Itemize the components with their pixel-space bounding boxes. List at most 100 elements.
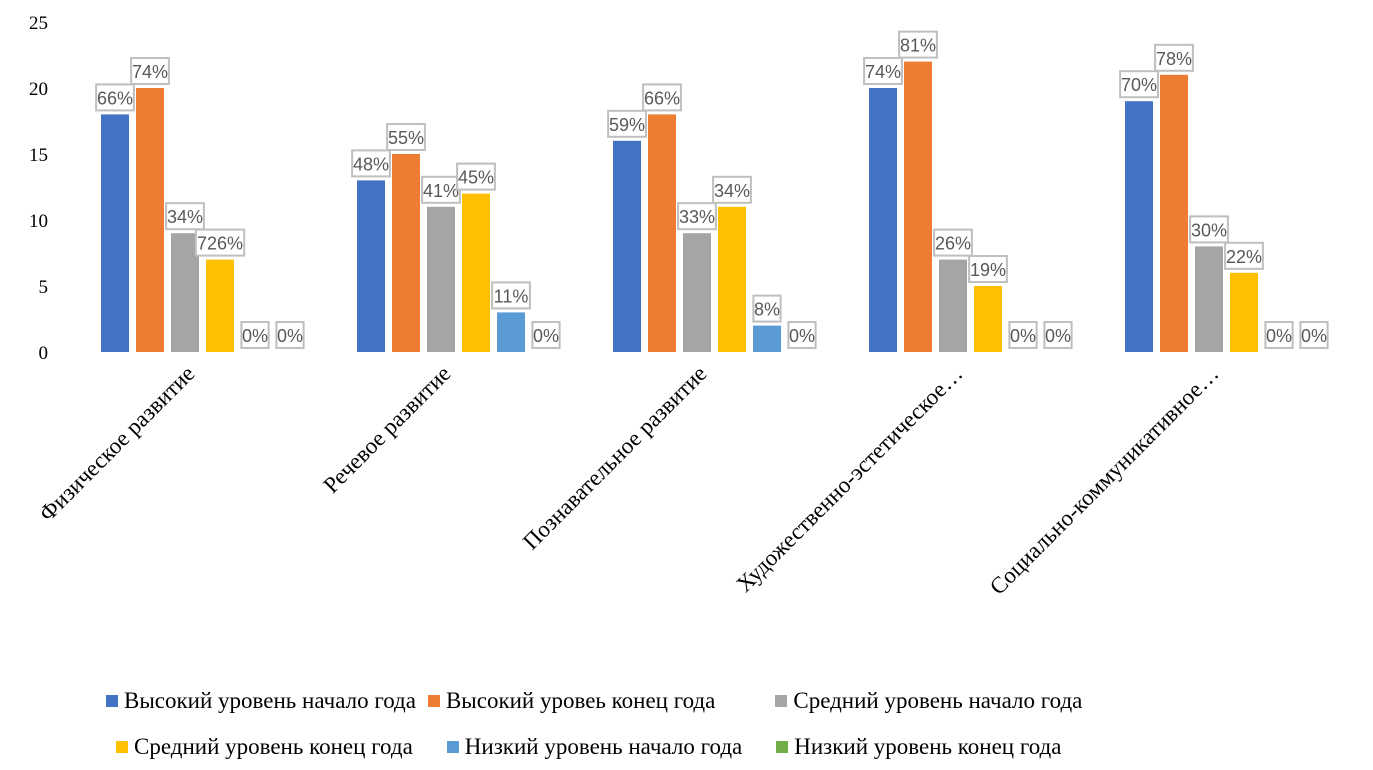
data-label-text: 41% <box>423 181 459 201</box>
bar <box>869 88 897 352</box>
data-label-text: 34% <box>714 181 750 201</box>
data-label: 78% <box>1154 43 1194 72</box>
bar <box>683 233 711 352</box>
data-label: 34% <box>712 175 752 204</box>
legend-row-2: Средний уровень конец года Низкий уровен… <box>0 724 1373 770</box>
legend-item: Высокий уровеь конец года <box>427 688 716 714</box>
data-label-box <box>1154 43 1194 72</box>
legend-label: Средний уровень конец года <box>134 734 413 759</box>
legend-swatch <box>116 741 128 753</box>
y-tick-label: 10 <box>29 211 48 232</box>
legend-label: Высокий уровеь конец года <box>445 688 716 713</box>
legend: Высокий уровень начало года Высокий уров… <box>0 678 1373 770</box>
data-label-box <box>421 175 461 204</box>
data-label-box <box>1299 321 1329 349</box>
data-label-text: 8% <box>754 300 780 320</box>
legend-swatch <box>427 695 440 707</box>
data-label: 74% <box>863 57 903 85</box>
y-tick-label: 25 <box>29 13 48 34</box>
data-label-text: 19% <box>970 260 1006 280</box>
legend-label: Низкий уровень начало года <box>464 734 743 759</box>
bar <box>1230 272 1258 352</box>
data-label-text: 0% <box>277 326 303 346</box>
data-label-box <box>351 149 391 178</box>
x-category-label: Речевое развитие <box>318 361 455 498</box>
data-label-text: 59% <box>609 115 645 135</box>
x-category-label: Физическое развитие <box>34 361 199 526</box>
data-label-box <box>456 162 496 191</box>
data-label: 59% <box>607 109 647 138</box>
legend-item: Низкий уровень конец года <box>776 734 1061 760</box>
legend-swatch <box>106 695 118 707</box>
data-label-box <box>386 123 426 151</box>
bar <box>357 180 385 352</box>
legend-item: Средний уровень начало года <box>775 688 1082 714</box>
data-label-box <box>968 255 1008 283</box>
y-axis: 0 5 10 15 20 25 <box>29 13 48 364</box>
data-label-text: 34% <box>167 207 203 227</box>
bar <box>497 312 525 352</box>
data-label-text: 66% <box>644 88 680 108</box>
data-label-box <box>1224 241 1264 270</box>
data-label-box <box>642 83 682 112</box>
data-label: 726% <box>194 228 246 257</box>
bar <box>904 61 932 352</box>
legend-swatch <box>776 741 789 753</box>
data-label-text: 81% <box>900 36 936 56</box>
data-label-box <box>1264 321 1294 349</box>
bar <box>974 286 1002 352</box>
data-label: 22% <box>1224 241 1264 270</box>
bar <box>939 259 967 352</box>
data-label: 0% <box>531 321 561 349</box>
data-label-text: 0% <box>1045 326 1071 346</box>
data-label-box <box>863 57 903 85</box>
bar <box>427 206 455 352</box>
data-label: 26% <box>933 228 973 257</box>
bar <box>171 233 199 352</box>
data-label: 0% <box>275 321 305 349</box>
data-label-box <box>787 321 817 349</box>
data-label-text: 33% <box>679 207 715 227</box>
data-label: 0% <box>787 321 817 349</box>
legend-label: Высокий уровень начало года <box>124 688 416 713</box>
data-label-box <box>1119 70 1159 99</box>
data-label: 11% <box>491 281 531 310</box>
data-label: 66% <box>642 83 682 112</box>
data-label-text: 11% <box>494 286 529 306</box>
data-label-box <box>1008 321 1038 349</box>
x-axis-categories: Физическое развитие Речевое развитие Позна… <box>34 361 1223 600</box>
legend-swatch <box>446 741 459 753</box>
data-label-text: 55% <box>388 128 424 148</box>
data-label-text: 66% <box>97 88 133 108</box>
y-tick-label: 15 <box>29 145 48 166</box>
x-category-label: Познавательное развитие <box>518 361 712 555</box>
legend-label: Низкий уровень конец года <box>794 734 1062 759</box>
bar-chart: 0 5 10 15 20 25 66% 74% 34% 726% 0% 0% 48% 55% 41%45%… <box>29 13 1329 600</box>
data-label-box <box>165 202 205 231</box>
data-label: 0% <box>1264 321 1294 349</box>
y-tick-label: 20 <box>29 79 48 100</box>
data-label-text: 0% <box>533 326 559 346</box>
data-label-box <box>130 57 170 85</box>
data-label-text: 48% <box>353 154 389 174</box>
data-label-text: 726% <box>197 234 243 254</box>
data-label-text: 74% <box>132 62 168 82</box>
legend-item: Средний уровень конец года <box>116 734 413 760</box>
data-label-box <box>95 83 135 112</box>
data-label-box <box>712 175 752 204</box>
legend-item: Высокий уровень начало года <box>106 688 416 714</box>
bar <box>718 206 746 352</box>
bar <box>648 114 676 353</box>
data-label-text: 22% <box>1226 247 1262 267</box>
data-label: 70% <box>1119 70 1159 99</box>
data-label: 19% <box>968 255 1008 283</box>
data-label-text: 45% <box>458 168 494 188</box>
data-label-text: 78% <box>1156 49 1192 69</box>
data-label-box <box>240 321 270 349</box>
bar <box>462 193 490 352</box>
data-label-text: 26% <box>935 234 971 254</box>
bar <box>1125 101 1153 352</box>
data-label: 33% <box>677 202 717 231</box>
x-category-label: Художественно-эстетическое… <box>731 361 967 597</box>
legend-swatch <box>775 695 788 707</box>
